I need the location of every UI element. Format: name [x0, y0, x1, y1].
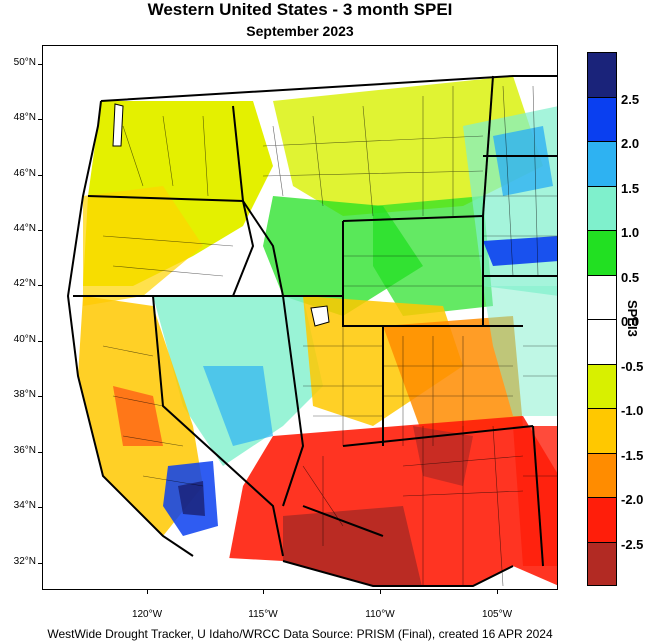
lat-label-38: 38°N [13, 389, 36, 400]
colorbar-label: -1.0 [621, 403, 644, 418]
colorbar-label: -2.0 [621, 492, 644, 507]
region-socal-deep [178, 481, 205, 516]
canada-mask [101, 46, 557, 101]
lat-label-34: 34°N [13, 500, 36, 511]
colorbar-label: 2.5 [621, 92, 640, 107]
lon-tick [147, 589, 148, 594]
lat-tick [38, 285, 43, 286]
lon-label-115: 115°W [248, 609, 278, 620]
colorbar-segment [588, 453, 616, 498]
map-title: Western United States - 3 month SPEI [147, 0, 453, 19]
great-salt-lake [310, 305, 330, 327]
lon-tick [380, 589, 381, 594]
lat-label-36: 36°N [13, 445, 36, 456]
lat-label-48: 48°N [13, 112, 36, 123]
colorbar-label: 2.0 [621, 136, 640, 151]
lon-label-110: 110°W [365, 609, 395, 620]
colorbar-label: 0.5 [621, 270, 640, 285]
ocean-mask [43, 46, 192, 589]
lon-tick [263, 589, 264, 594]
lat-tick [38, 64, 43, 65]
county-boundaries [102, 85, 557, 587]
region-dakota-deep [493, 126, 553, 196]
lat-label-42: 42°N [13, 278, 36, 289]
colorbar-segment [588, 409, 616, 454]
region-arizona-dark [283, 506, 423, 589]
lat-label-32: 32°N [13, 556, 36, 567]
lon-tick [497, 589, 498, 594]
map-subtitle: September 2023 [246, 23, 354, 39]
colorbar-label: 0.0 [621, 314, 640, 329]
spei-map [42, 45, 558, 590]
colorbar-segment [588, 97, 616, 142]
colorbar [587, 52, 617, 586]
lat-label-46: 46°N [13, 168, 36, 179]
colorbar-label: 1.5 [621, 181, 640, 196]
puget-sound [112, 103, 124, 147]
colorbar-segment [588, 498, 616, 543]
state-boundaries [66, 75, 557, 587]
lat-tick [38, 119, 43, 120]
lat-tick [38, 396, 43, 397]
colorbar-segment [588, 53, 616, 98]
lat-tick [38, 230, 43, 231]
lat-label-40: 40°N [13, 334, 36, 345]
colorbar-segment [588, 542, 616, 585]
colorbar-segment [588, 186, 616, 231]
colorbar-segment [588, 275, 616, 320]
lat-tick [38, 563, 43, 564]
lat-tick [38, 507, 43, 508]
region-california-red [113, 386, 163, 446]
colorbar-segment [588, 142, 616, 187]
colorbar-label: -1.5 [621, 448, 644, 463]
lat-label-50: 50°N [13, 57, 36, 68]
region-nevada-blue [203, 366, 273, 446]
footer-credit: WestWide Drought Tracker, U Idaho/WRCC D… [47, 627, 553, 641]
lat-label-44: 44°N [13, 223, 36, 234]
colorbar-segment [588, 364, 616, 409]
colorbar-segment [588, 320, 616, 365]
region-pnw-dry2 [83, 186, 203, 306]
lon-label-120: 120°W [131, 609, 163, 620]
colorbar-segment [588, 231, 616, 276]
colorbar-label: -2.5 [621, 537, 644, 552]
region-texas-red [513, 426, 557, 566]
colorbar-title: SPEI3 [625, 300, 640, 337]
lat-tick [38, 452, 43, 453]
lon-label-105: 105°W [481, 609, 513, 620]
mexico-mask [193, 556, 557, 589]
spei-fill-regions [68, 76, 557, 589]
region-nm-dark [413, 426, 473, 486]
region-kansas-mix [483, 286, 557, 416]
lat-tick [38, 175, 43, 176]
colorbar-label: -0.5 [621, 359, 644, 374]
region-nebraska-blue [483, 236, 557, 266]
lat-tick [38, 341, 43, 342]
region-colorado-orange [383, 316, 523, 436]
colorbar-label: 1.0 [621, 225, 640, 240]
